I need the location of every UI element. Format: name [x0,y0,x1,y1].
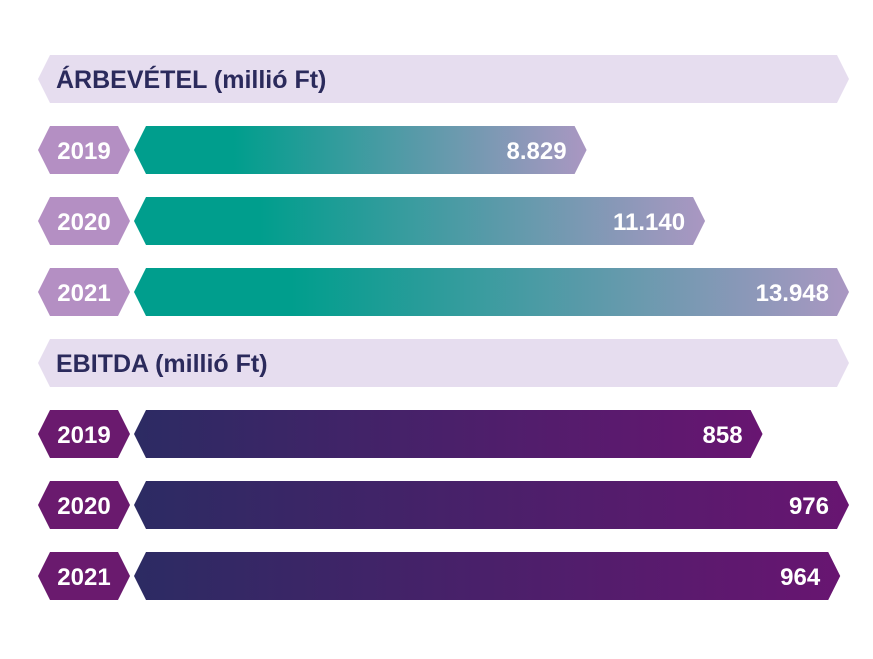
revenue-2020-bar [134,197,706,245]
ebitda-header-title: EBITDA (millió Ft) [56,350,268,378]
ebitda-2021-year-label: 2021 [57,564,110,591]
revenue-section: ÁRBEVÉTEL (millió Ft) 2019 8.829 2020 11.140… [38,55,849,316]
revenue-2021-value-label: 13.948 [756,280,829,307]
revenue-header-title: ÁRBEVÉTEL (millió Ft) [56,65,326,94]
ebitda-2020-bar [134,481,849,529]
revenue-2021-year-badge [38,268,130,316]
ebitda-2020-value-label: 976 [789,493,829,520]
revenue-2020-year-badge [38,197,130,245]
revenue-2021-bar [134,268,849,316]
ebitda-header-banner [38,339,849,387]
ebitda-2020-year-label: 2020 [57,493,110,520]
revenue-2021-year-label: 2021 [57,280,110,307]
ebitda-2021-bar [134,552,841,600]
revenue-header-banner [38,55,849,103]
revenue-2019-year-label: 2019 [57,138,110,165]
revenue-2019-year-badge [38,126,130,174]
ebitda-2019-value-label: 858 [703,422,743,449]
ebitda-2021-year-badge [38,552,130,600]
ebitda-2020-year-badge [38,481,130,529]
ebitda-2019-year-label: 2019 [57,422,110,449]
ebitda-2019-year-badge [38,410,130,458]
ebitda-section: EBITDA (millió Ft) 2019 858 2020 976 2021 964 [38,339,849,600]
ebitda-2021-value-label: 964 [780,564,821,591]
ebitda-2019-bar [134,410,763,458]
revenue-2019-value-label: 8.829 [507,138,567,165]
revenue-2020-year-label: 2020 [57,209,110,236]
revenue-2019-bar [134,126,587,174]
revenue-2020-value-label: 11.140 [613,209,685,236]
